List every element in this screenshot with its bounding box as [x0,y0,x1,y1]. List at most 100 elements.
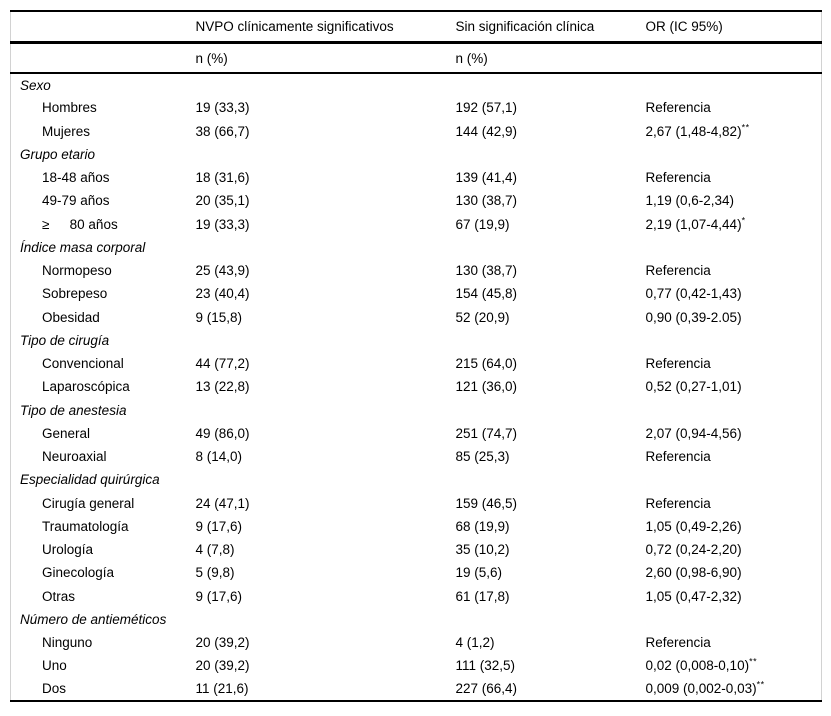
table-row: Traumatología 9 (17,6) 68 (19,9) 1,05 (0,49… [11,515,822,538]
subheader-empty-cell [10,42,196,74]
significance-marker: ** [741,122,750,133]
sin-significacion-value: 130 (38,7) [455,193,518,209]
row-label: Ginecología [42,565,115,581]
section-label: Índice masa corporal [20,239,146,255]
subheader-or-empty [645,42,822,74]
nvpo-value: 49 (86,0) [195,425,250,441]
table-head: NVPO clínicamente significativos Sin sig… [10,11,822,74]
or-value: Referencia [645,356,711,372]
or-value: 2,19 (1,07-4,44)* [645,215,746,232]
or-value: 1,05 (0,47-2,32) [645,588,742,604]
row-label: Ninguno [42,635,93,651]
section-label: Tipo de cirugía [20,332,110,348]
table-row: Neuroaxial 8 (14,0) 85 (25,3) Referencia [11,445,822,468]
table-subheader-row: n (%) n (%) [10,42,822,74]
or-value: Referencia [645,449,711,465]
nvpo-value: 13 (22,8) [195,379,250,395]
nvpo-value: 5 (9,8) [195,565,235,581]
table-row: Sobrepeso 23 (40,4) 154 (45,8) 0,77 (0,42-1… [11,282,822,305]
sin-significacion-value: 139 (41,4) [455,170,518,186]
nvpo-value: 9 (15,8) [195,309,243,325]
section-row: Índice masa corporal [11,236,822,259]
section-row: Sexo [11,73,822,96]
row-label: Laparoscópica [42,379,130,395]
table-row: General 49 (86,0) 251 (74,7) 2,07 (0,94-4,5… [11,422,822,445]
nvpo-value: 20 (39,2) [195,635,250,651]
row-label: 49-79 años [42,193,110,209]
or-value: 2,67 (1,48-4,82)** [645,122,750,139]
table-row: Cirugía general 24 (47,1) 159 (46,5) Refere… [11,492,822,515]
sin-significacion-value: 111 (32,5) [455,658,516,674]
table-row: Laparoscópica 13 (22,8) 121 (36,0) 0,52 (0,… [11,375,822,398]
header-empty-cell [10,11,196,44]
section-row: Número de antieméticos [11,608,822,631]
sin-significacion-value: 130 (38,7) [455,263,518,279]
nvpo-value: 19 (33,3) [195,100,250,116]
nvpo-value: 20 (39,2) [195,658,250,674]
row-label: Sobrepeso [42,286,108,302]
subheader-sin-n-pct: n (%) [455,42,646,74]
header-or-ic95: OR (IC 95%) [645,11,822,44]
or-value: Referencia [645,635,711,651]
statistics-table: NVPO clínicamente significativos Sin sig… [10,10,822,702]
row-label: Traumatología [42,518,129,534]
header-nvpo: NVPO clínicamente significativos [195,11,456,44]
table-body: Sexo Hombres 19 (33,3) 192 (57,1) Referencia… [11,73,822,701]
table-row: 49-79 años 20 (35,1) 130 (38,7) 1,19 (0,6-2… [11,189,822,212]
nvpo-value: 25 (43,9) [195,263,250,279]
sin-significacion-value: 154 (45,8) [455,286,518,302]
row-label: ≥ 80 años [42,216,118,232]
table-row: Normopeso 25 (43,9) 130 (38,7) Referencia [11,259,822,282]
section-row: Grupo etario [11,143,822,166]
table-row: Mujeres 38 (66,7) 144 (42,9) 2,67 (1,48-4,8… [11,120,822,143]
nvpo-value: 24 (47,1) [195,495,250,511]
row-label: Uno [42,658,67,674]
row-label: Dos [42,681,67,697]
table-row: Otras 9 (17,6) 61 (17,8) 1,05 (0,47-2,32) [11,585,822,608]
sin-significacion-value: 85 (25,3) [455,449,510,465]
section-row: Tipo de anestesia [11,399,822,422]
sin-significacion-value: 159 (46,5) [455,495,518,511]
or-value: 1,05 (0,49-2,26) [645,518,742,534]
or-value: 0,72 (0,24-2,20) [645,542,742,558]
nvpo-value: 38 (66,7) [195,123,250,139]
sin-significacion-value: 67 (19,9) [455,216,510,232]
sin-significacion-value: 121 (36,0) [455,379,518,395]
table-row: 18-48 años 18 (31,6) 139 (41,4) Referencia [11,166,822,189]
or-value: 0,90 (0,39-2.05) [645,309,742,325]
table-row: Hombres 19 (33,3) 192 (57,1) Referencia [11,96,822,119]
row-label: Normopeso [42,263,112,279]
nvpo-value: 20 (35,1) [195,193,250,209]
section-label: Sexo [20,77,51,93]
or-value: 0,52 (0,27-1,01) [645,379,742,395]
row-label: Otras [42,588,76,604]
significance-marker: ** [749,656,758,667]
table-row: Urología 4 (7,8) 35 (10,2) 0,72 (0,24-2,20) [11,538,822,561]
table-row: Convencional 44 (77,2) 215 (64,0) Referenci… [11,352,822,375]
row-label: General [42,425,91,441]
row-label: Convencional [42,356,124,372]
row-label: Neuroaxial [42,449,107,465]
table-header-row: NVPO clínicamente significativos Sin sig… [10,11,822,44]
nvpo-value: 23 (40,4) [195,286,250,302]
nvpo-value: 11 (21,6) [195,681,249,697]
table-row: Ginecología 5 (9,8) 19 (5,6) 2,60 (0,98-6,9… [11,561,822,584]
section-row: Tipo de cirugía [11,329,822,352]
nvpo-value: 44 (77,2) [195,356,250,372]
table-row: Dos 11 (21,6) 227 (66,4) 0,009 (0,002-0,03)… [11,678,822,701]
row-label: 18-48 años [42,170,110,186]
or-value: 1,19 (0,6-2,34) [645,193,735,209]
or-value: Referencia [645,100,711,116]
sin-significacion-value: 61 (17,8) [455,588,510,604]
sin-significacion-value: 144 (42,9) [455,123,518,139]
section-row: Especialidad quirúrgica [11,468,822,491]
sin-significacion-value: 35 (10,2) [455,542,510,558]
row-label: Urología [42,542,94,558]
or-value: Referencia [645,170,711,186]
sin-significacion-value: 19 (5,6) [455,565,503,581]
section-label: Grupo etario [20,146,96,162]
or-value: Referencia [645,495,711,511]
row-label: Hombres [42,100,97,116]
or-value: 0,77 (0,42-1,43) [645,286,742,302]
